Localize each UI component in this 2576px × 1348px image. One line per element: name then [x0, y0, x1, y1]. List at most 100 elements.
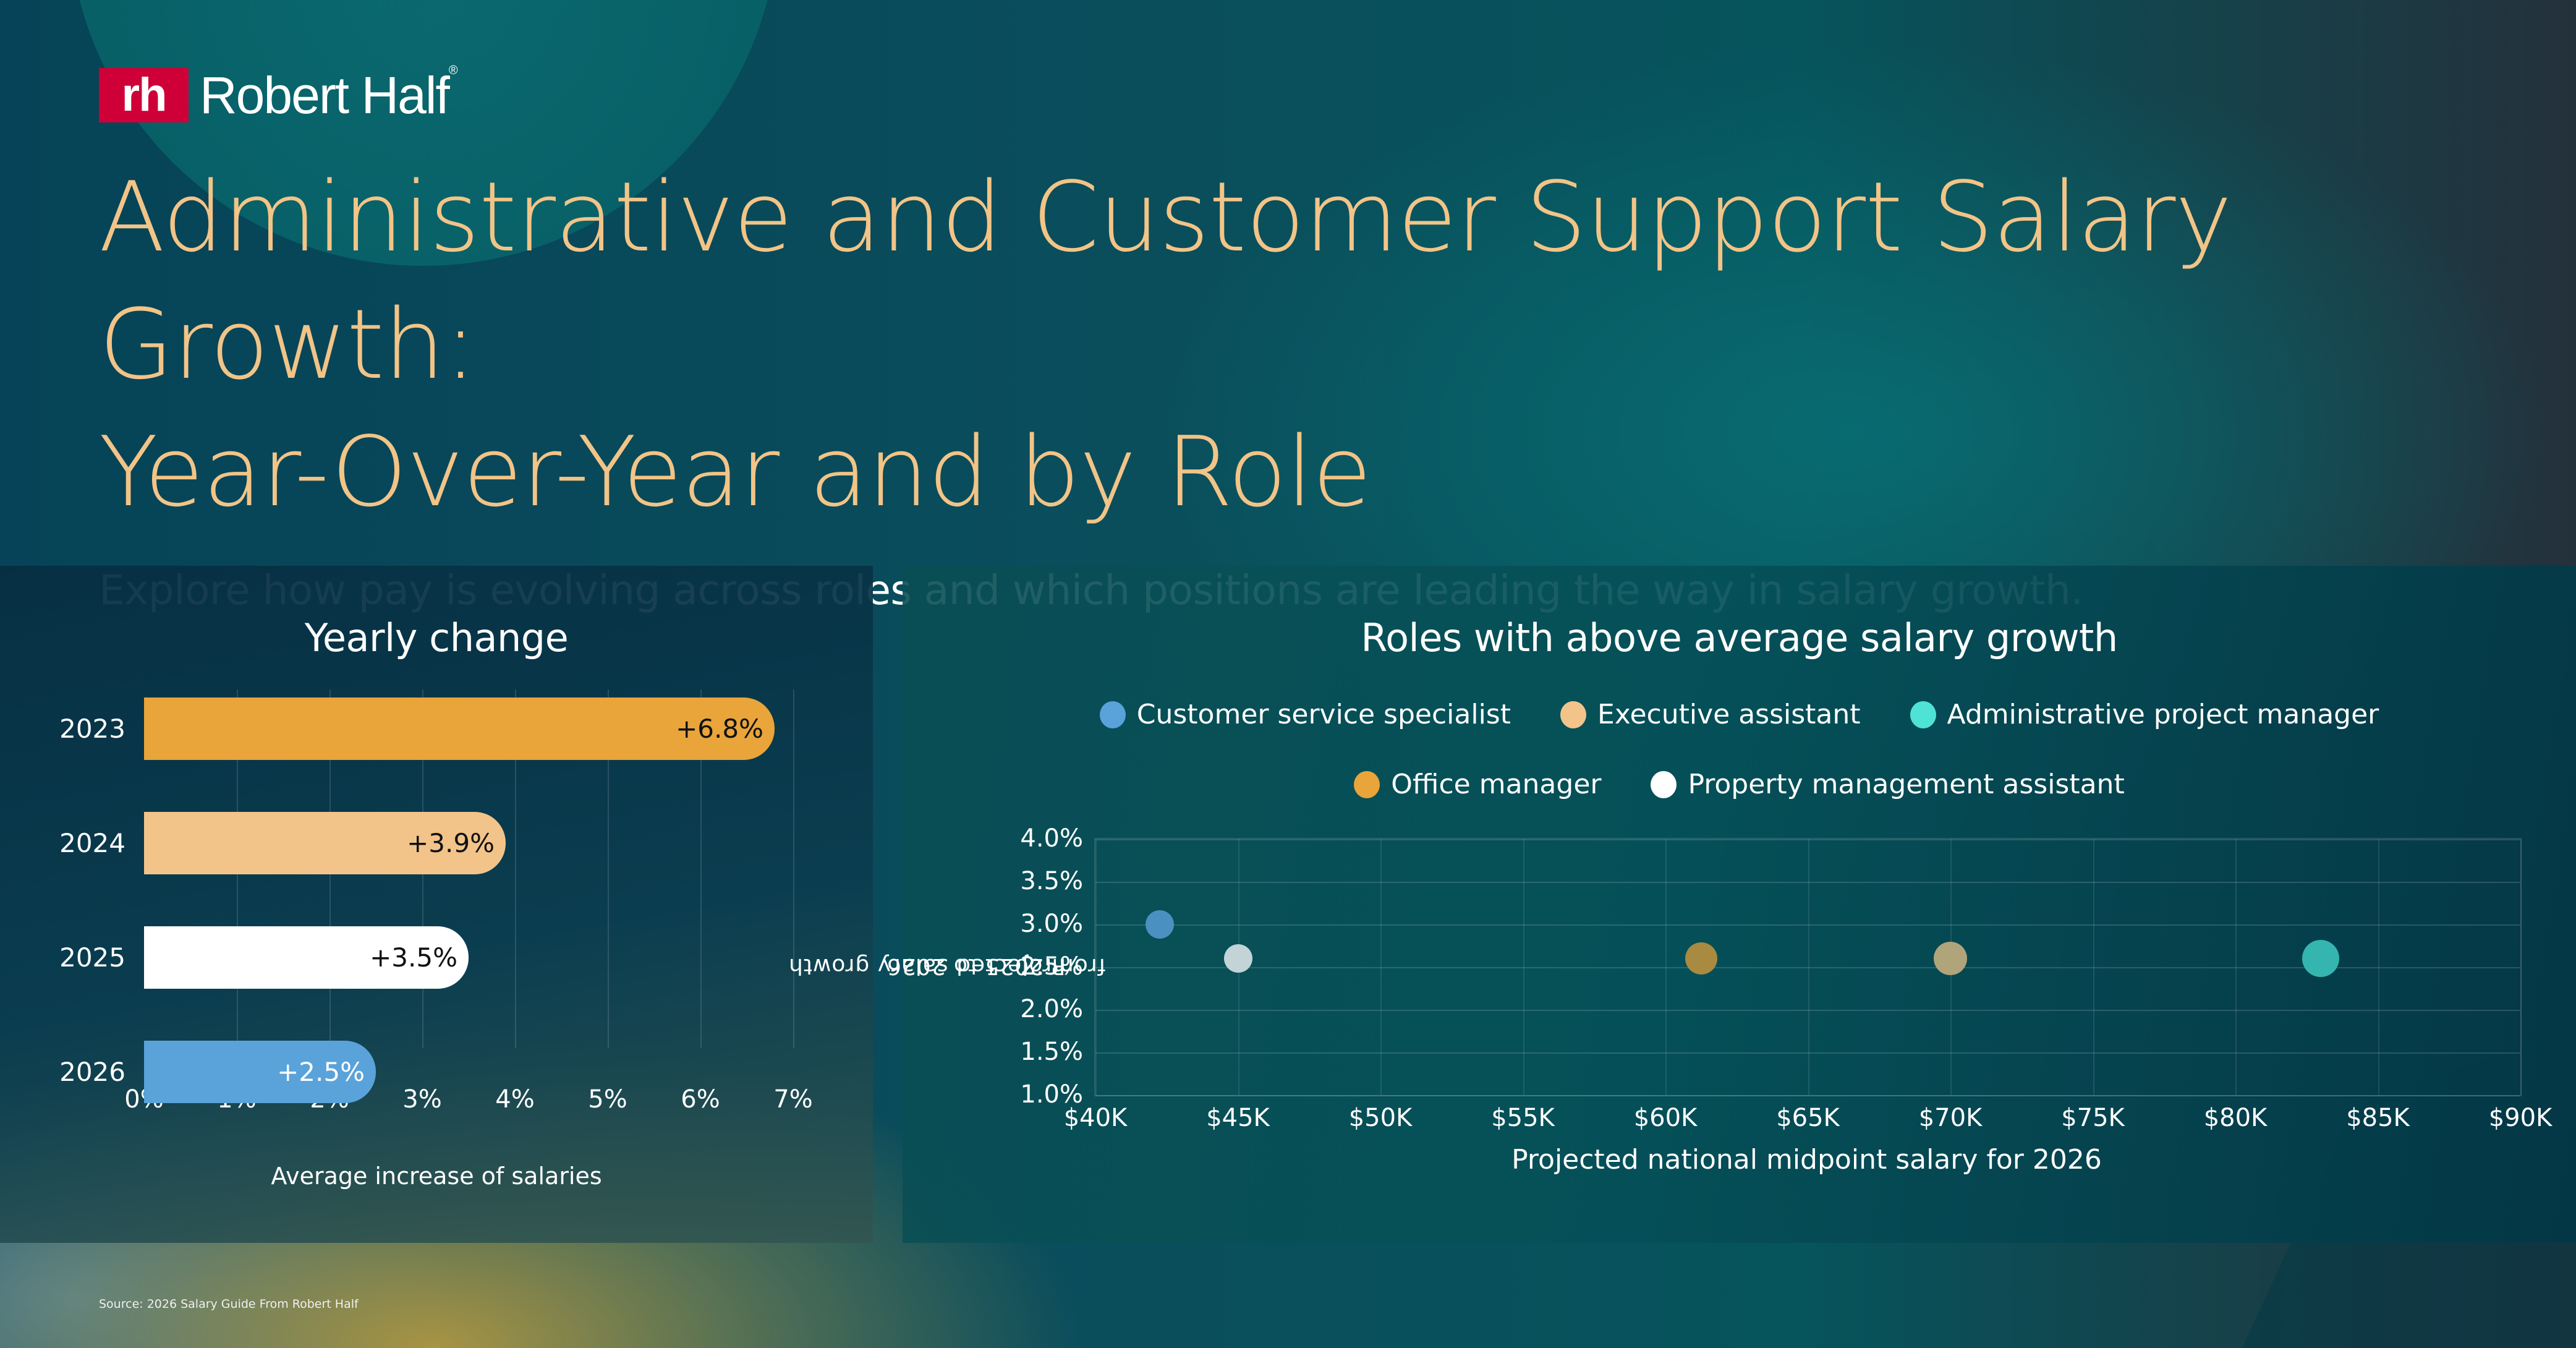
- legend-label: Property management assistant: [1688, 769, 2125, 800]
- scatter-point-customer-service-specialist: [1145, 910, 1174, 939]
- scatter-plot-area: 4.0% 3.5% 3.0% 2.5% 2.0% 1.5% 1.0% $40K $45K $50K…: [1020, 824, 2552, 1132]
- scatter-x-tick: $50K: [1348, 1104, 1413, 1132]
- scatter-x-tick: $45K: [1206, 1104, 1270, 1132]
- bar-chart-gridline: [700, 689, 702, 1048]
- scatter-x-tick: $90K: [2488, 1104, 2553, 1132]
- scatter-h-gridline: [1095, 882, 2520, 883]
- scatter-x-tick: $40K: [1063, 1104, 1128, 1132]
- bar-row-2026: 2026 +2.5%: [59, 1041, 376, 1103]
- scatter-x-tick: $75K: [2061, 1104, 2125, 1132]
- scatter-h-gridline: [1095, 1052, 2520, 1054]
- roles-growth-title: Roles with above average salary growth: [1361, 615, 2118, 660]
- legend-dot-icon: [1651, 770, 1677, 798]
- bar-2026: +2.5%: [144, 1041, 376, 1103]
- scatter-h-gridline: [1095, 1010, 2520, 1011]
- title-line-2: Year-Over-Year and by Role: [99, 416, 1372, 528]
- scatter-h-gridline: [1095, 839, 2520, 840]
- scatter-x-tick: $80K: [2203, 1104, 2268, 1132]
- legend-dot-icon: [1354, 770, 1380, 798]
- scatter-v-gridline: [1095, 839, 1097, 1095]
- bar-value-label: +3.9%: [407, 828, 495, 858]
- legend-label: Customer service specialist: [1136, 699, 1511, 730]
- robert-half-logo: rh Robert Half®: [99, 64, 2510, 124]
- bar-2025: +3.5%: [144, 926, 469, 989]
- bar-row-2024: 2024 +3.9%: [59, 812, 506, 874]
- y-axis-label-line-2: from 2025 to 2026: [886, 953, 1106, 979]
- scatter-y-tick: 1.0%: [1020, 1080, 1083, 1109]
- scatter-v-gridline: [2235, 839, 2237, 1095]
- scatter-v-gridline: [2093, 839, 2094, 1095]
- roles-growth-panel: Roles with above average salary growth C…: [788, 566, 2576, 1243]
- yearly-change-panel: Yearly change 0%1%2%3%4%5%6%7%2023+6.8%2…: [0, 566, 873, 1243]
- scatter-point-executive-assistant: [1934, 942, 1967, 976]
- bar-chart-x-tick: 6%: [681, 1085, 720, 1114]
- title-line-1: Administrative and Customer Support Sala…: [99, 161, 2232, 401]
- legend-item: Property management assistant: [1651, 769, 2125, 800]
- bar-year-label: 2024: [59, 828, 125, 858]
- legend-item: Executive assistant: [1560, 699, 1861, 730]
- logo-wordmark: Robert Half®: [200, 64, 458, 124]
- bar-chart-x-tick: 4%: [495, 1085, 535, 1114]
- legend-label: Office manager: [1391, 769, 1602, 800]
- legend-dot-icon: [1099, 701, 1126, 728]
- bar-year-label: 2023: [59, 714, 125, 744]
- logo-text: Robert Half: [200, 66, 450, 124]
- bar-year-label: 2025: [59, 942, 125, 973]
- bar-value-label: +2.5%: [277, 1057, 365, 1087]
- scatter-x-tick: $55K: [1491, 1104, 1555, 1132]
- bar-row-2023: 2023 +6.8%: [59, 697, 775, 760]
- legend-item: Customer service specialist: [1099, 699, 1511, 730]
- scatter-v-gridline: [1665, 839, 1667, 1095]
- scatter-legend-row-1: Customer service specialist Executive ass…: [903, 699, 2576, 730]
- bar-chart-plot-area: 0%1%2%3%4%5%6%7%2023+6.8%2024+3.9%2025+3…: [59, 689, 813, 1114]
- scatter-legend-row-2: Office manager Property management assist…: [903, 769, 2576, 800]
- bar-chart-x-tick: 7%: [773, 1085, 813, 1114]
- scatter-v-gridline: [2378, 839, 2379, 1095]
- bar-chart-x-tick: 5%: [588, 1085, 627, 1114]
- registered-mark: ®: [448, 64, 458, 77]
- scatter-y-tick: 3.0%: [1020, 910, 1083, 938]
- bar-chart-gridline: [608, 689, 609, 1048]
- legend-item: Office manager: [1354, 769, 1601, 800]
- scatter-h-gridline: [1095, 924, 2520, 926]
- scatter-point-property-management-assistant: [1223, 944, 1252, 973]
- bar-2023: +6.8%: [144, 697, 775, 760]
- scatter-y-tick: 2.5%: [1020, 952, 1083, 981]
- bar-value-label: +6.8%: [676, 714, 763, 744]
- bar-chart-x-tick: 3%: [402, 1085, 442, 1114]
- scatter-y-tick: 2.0%: [1020, 995, 1083, 1023]
- bar-2024: +3.9%: [144, 812, 506, 874]
- scatter-v-gridline: [1808, 839, 1809, 1095]
- scatter-x-axis-label: Projected national midpoint salary for 2…: [1511, 1144, 2102, 1175]
- scatter-v-gridline: [1380, 839, 1382, 1095]
- yearly-change-title: Yearly change: [304, 615, 569, 660]
- scatter-x-tick: $85K: [2346, 1104, 2410, 1132]
- scatter-point-office-manager: [1685, 942, 1717, 975]
- bar-row-2025: 2025 +3.5%: [59, 926, 469, 989]
- scatter-y-tick: 3.5%: [1020, 867, 1083, 895]
- scatter-y-tick: 4.0%: [1020, 824, 1083, 853]
- scatter-h-gridline: [1095, 967, 2520, 968]
- scatter-x-tick: $70K: [1918, 1104, 1983, 1132]
- scatter-v-gridline: [2520, 839, 2522, 1095]
- legend-label: Administrative project manager: [1947, 699, 2379, 730]
- scatter-x-tick: $60K: [1633, 1104, 1698, 1132]
- legend-dot-icon: [1910, 701, 1936, 728]
- legend-item: Administrative project manager: [1910, 699, 2379, 730]
- bar-value-label: +3.5%: [370, 942, 457, 973]
- bar-chart-x-axis-label: Average increase of salaries: [271, 1162, 602, 1190]
- bar-chart-gridline: [793, 689, 794, 1048]
- scatter-h-gridline: [1095, 1095, 2520, 1096]
- scatter-x-tick: $65K: [1776, 1104, 1840, 1132]
- scatter-y-tick: 1.5%: [1020, 1038, 1083, 1066]
- bar-chart-gridline: [515, 689, 516, 1048]
- legend-dot-icon: [1560, 701, 1586, 728]
- source-note: Source: 2026 Salary Guide From Robert Ha…: [99, 1297, 359, 1311]
- page-title: Administrative and Customer Support Sala…: [99, 153, 2510, 535]
- scatter-v-gridline: [1523, 839, 1524, 1095]
- bar-year-label: 2026: [59, 1057, 125, 1087]
- rh-logo-mark-icon: rh: [99, 68, 189, 122]
- header: rh Robert Half® Administrative and Custo…: [99, 64, 2510, 614]
- scatter-point-administrative-project-manager: [2302, 940, 2340, 978]
- scatter-y-axis-label: Projected salary growth from 2025 to 2026: [788, 838, 1105, 1094]
